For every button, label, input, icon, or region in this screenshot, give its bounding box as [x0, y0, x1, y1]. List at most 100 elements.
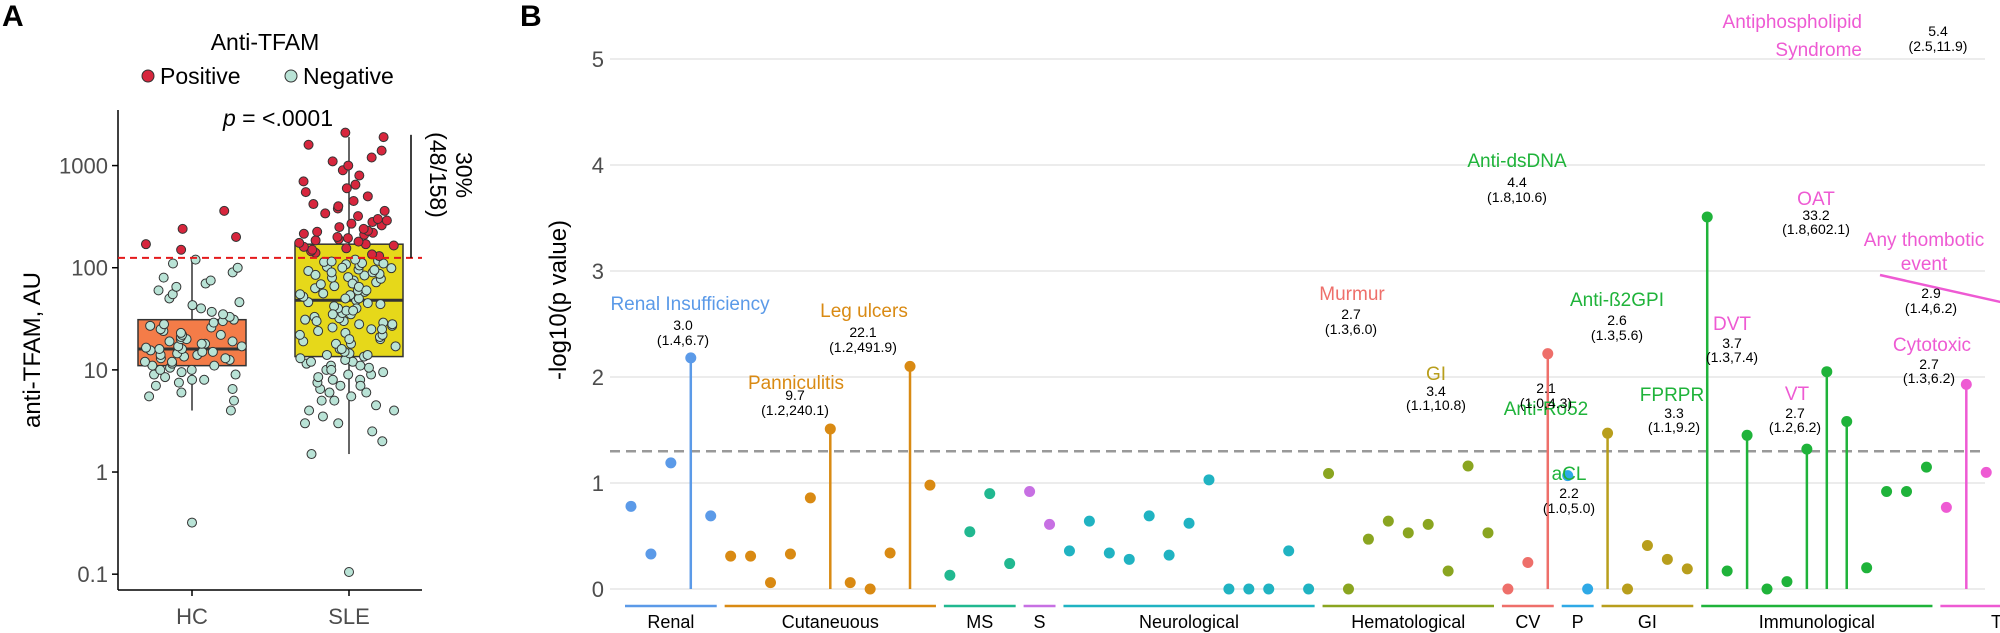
data-point-negative: [145, 320, 156, 331]
legend-positive-label: Positive: [160, 63, 241, 89]
data-point-positive: [340, 127, 351, 138]
data-point: [1641, 540, 1653, 552]
data-point: [1701, 211, 1713, 223]
data-point-negative: [326, 267, 337, 278]
data-point: [824, 423, 836, 435]
data-point: [745, 550, 757, 562]
annotation-stat: 9.7: [785, 387, 805, 403]
data-point-positive: [341, 243, 352, 254]
annotation-ci: (1.3,6.2): [1903, 370, 1955, 386]
annotation-label: Renal Insufficiency: [610, 294, 770, 315]
data-point-negative: [371, 400, 382, 411]
data-point: [1781, 576, 1793, 588]
data-point-positive: [320, 208, 331, 219]
data-point: [1143, 510, 1155, 522]
data-point-positive: [353, 211, 364, 222]
data-point-negative: [173, 377, 184, 388]
data-point-negative: [326, 256, 337, 267]
annotation-ci: (1.8,10.6): [1487, 189, 1547, 205]
data-point: [1382, 515, 1394, 527]
data-point: [1004, 558, 1016, 570]
data-point-negative: [160, 372, 171, 383]
data-point-negative: [164, 336, 175, 347]
data-point: [1602, 427, 1614, 439]
data-point: [1622, 583, 1633, 595]
data-point: [1960, 378, 1972, 390]
data-point-negative: [327, 374, 338, 385]
annotation-stat: 2.7: [1919, 356, 1939, 372]
data-point-negative: [367, 426, 378, 437]
data-point-negative: [377, 324, 388, 335]
y-tick-label: 1: [96, 460, 108, 485]
data-point: [1761, 583, 1773, 595]
annotation-ci: (1.2,491.9): [829, 339, 897, 355]
data-point-negative: [354, 319, 365, 330]
data-point: [625, 500, 637, 512]
data-point: [1681, 563, 1693, 575]
data-point: [1901, 485, 1913, 497]
data-point-negative: [362, 349, 373, 360]
legend-negative-label: Negative: [303, 63, 394, 89]
y-tick-label: 0.1: [77, 562, 108, 587]
data-point-positive: [298, 176, 309, 187]
data-point-negative: [304, 405, 315, 416]
outlier-point: [344, 567, 354, 578]
data-point-positive: [354, 170, 365, 181]
annotation-label: Anti-ß2GPI: [1570, 290, 1664, 311]
y-axis-title: anti-TFAM, AU: [19, 272, 46, 428]
data-point-positive: [379, 205, 390, 216]
annotation-label: Leg ulcers: [820, 301, 908, 322]
data-point-negative: [206, 306, 217, 317]
annotation-label: Panniculitis: [748, 373, 844, 394]
data-point-negative: [315, 279, 326, 290]
group-label: Renal: [647, 612, 694, 632]
data-point-negative: [144, 391, 155, 402]
annotation-stat: 33.2: [1802, 207, 1829, 223]
data-point-positive: [388, 240, 399, 251]
data-point-negative: [389, 405, 400, 416]
annotation-ci: (1.8,602.1): [1782, 221, 1850, 237]
annotation-label: OAT: [1797, 189, 1835, 210]
group-label: CV: [1515, 612, 1540, 632]
data-point: [1063, 545, 1075, 557]
annotation-stat: 2.7: [1785, 405, 1805, 421]
data-point-negative: [306, 449, 317, 460]
data-point-negative: [369, 265, 380, 276]
annotation-stat: 3.3: [1664, 405, 1684, 421]
data-point-negative: [324, 387, 335, 398]
data-point-positive: [176, 244, 187, 255]
data-point-positive: [362, 191, 373, 202]
annotation-stat: 2.2: [1559, 485, 1579, 501]
data-point-negative: [154, 344, 165, 355]
data-point: [1582, 583, 1594, 595]
annotation-stat: 2.7: [1341, 306, 1361, 322]
data-point-negative: [167, 258, 178, 269]
data-point-negative: [295, 353, 306, 364]
data-point-positive: [300, 187, 311, 198]
data-point-positive: [343, 160, 354, 171]
data-point: [1841, 416, 1853, 428]
data-point-negative: [187, 300, 198, 311]
data-point-negative: [186, 364, 197, 375]
annotation-label: Anti-Ro52: [1504, 399, 1589, 420]
data-point: [1442, 565, 1454, 577]
x-tick-label: HC: [176, 604, 208, 629]
data-point-negative: [355, 360, 366, 371]
data-point: [1103, 547, 1115, 559]
data-point: [1263, 583, 1275, 595]
data-point-positive: [334, 222, 345, 233]
panel-b-lollipop: 0 1 2 3 4 5 -log10(p value) Renal Cutaneuous MS S N…: [545, 12, 2000, 632]
data-point-negative: [159, 319, 170, 330]
data-point-positive: [310, 235, 321, 246]
annotation-ci: (1.2,240.1): [761, 402, 829, 418]
annotation-ci: (1.4,6.7): [657, 332, 709, 348]
group-label: Cutaneuous: [782, 612, 879, 632]
data-point-negative: [375, 299, 386, 310]
annotation-stat: 2.1: [1536, 380, 1556, 396]
data-point: [1980, 466, 1992, 478]
data-point-positive: [231, 231, 242, 242]
data-point: [1024, 485, 1036, 497]
group-label: Thrombotic: [1991, 612, 2000, 632]
data-point-negative: [333, 418, 344, 429]
annotation-ci: (1.0,4.3): [1520, 395, 1572, 411]
